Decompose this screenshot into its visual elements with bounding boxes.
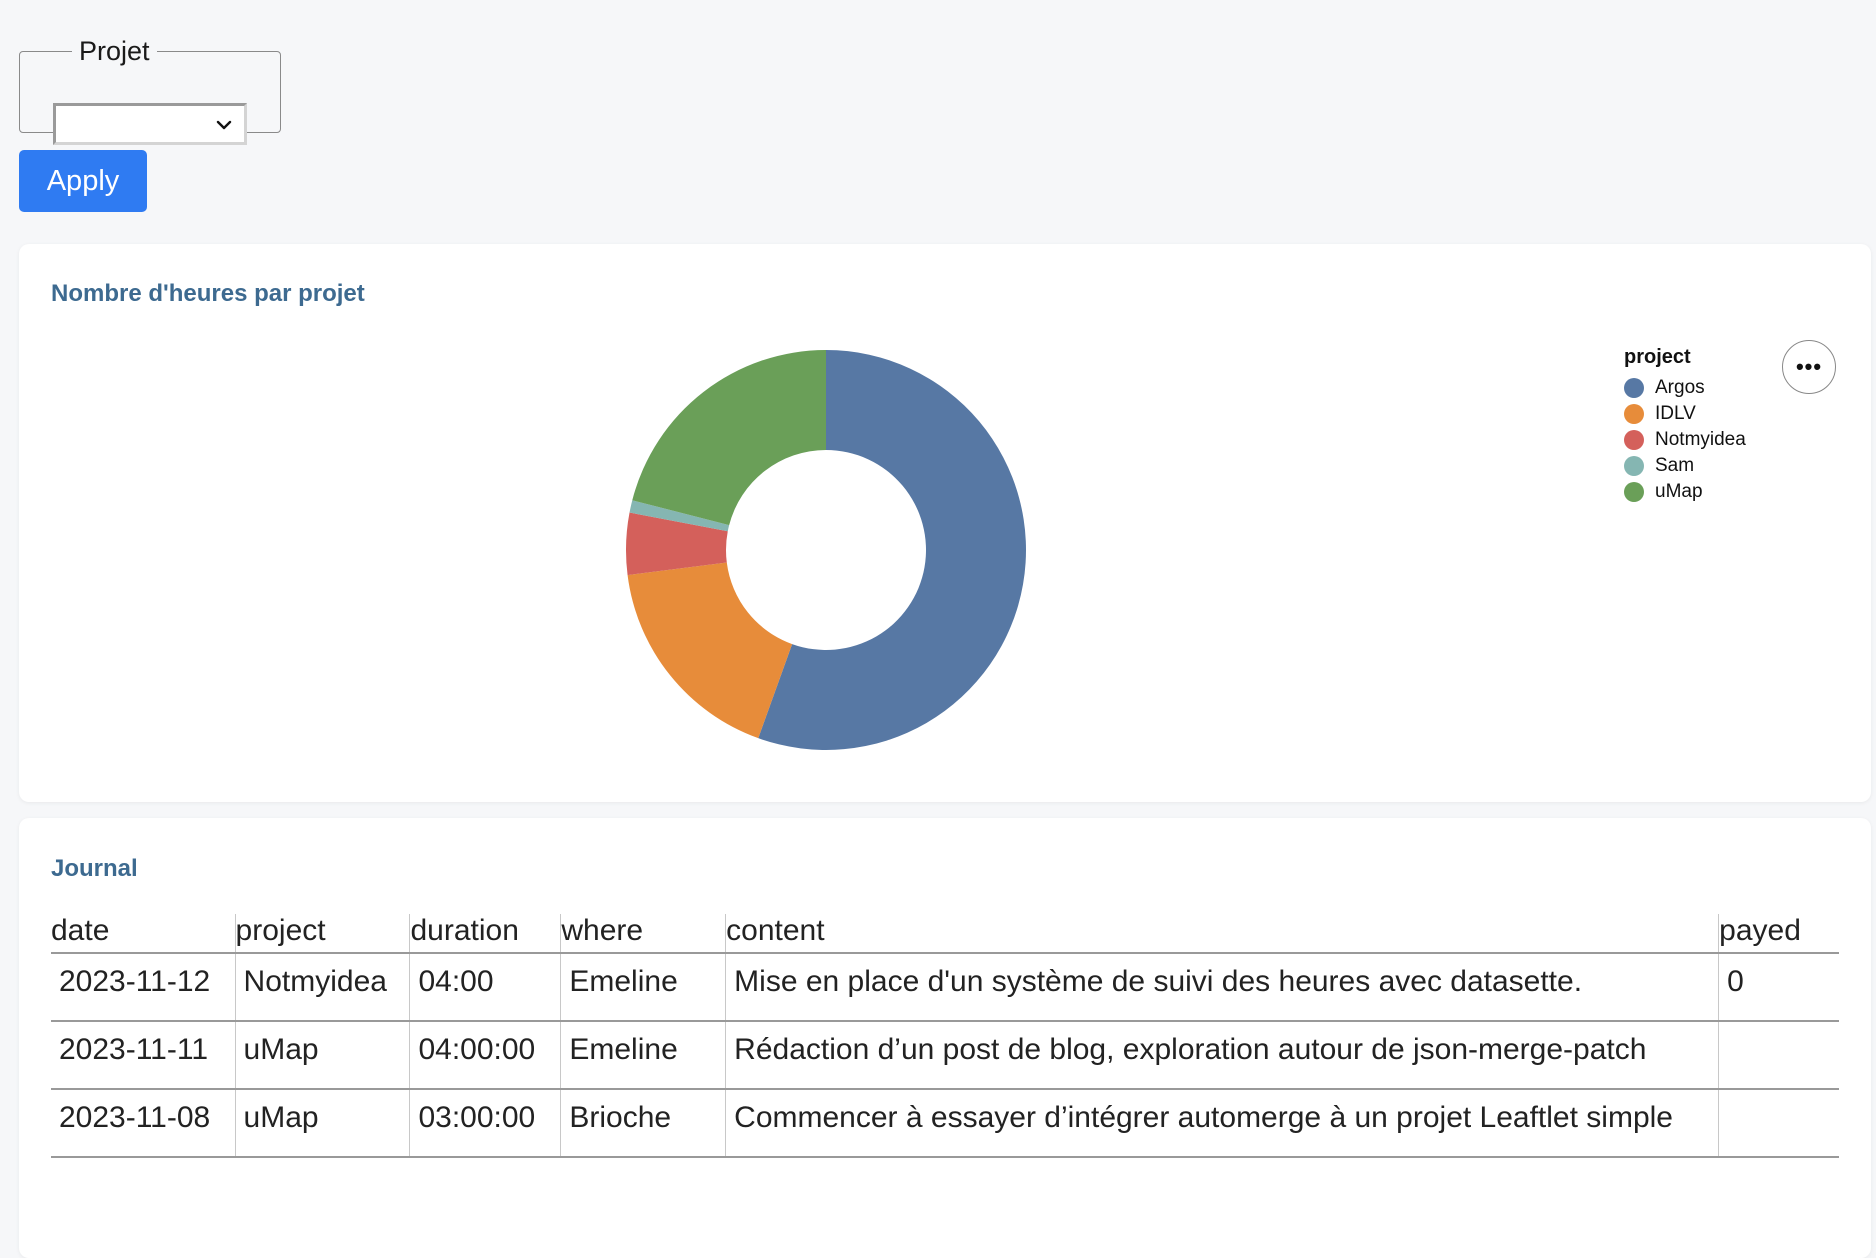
legend-label: Argos [1655, 377, 1705, 398]
cell-where: Brioche [560, 1089, 726, 1158]
donut-chart [626, 350, 1026, 750]
cell-payed [1718, 1021, 1839, 1090]
donut-slice-idlv[interactable] [627, 562, 793, 739]
chart-legend: project Argos IDLV Notmyidea Sam uMap [1624, 346, 1746, 505]
legend-item-umap[interactable]: uMap [1624, 479, 1746, 505]
table-row: 2023-11-08 uMap 03:00:00 Brioche Commenc… [51, 1089, 1839, 1158]
column-header-content[interactable]: content [725, 914, 1719, 954]
cell-date: 2023-11-12 [51, 953, 236, 1022]
journal-title: Journal [51, 855, 138, 882]
more-options-button[interactable]: ••• [1782, 340, 1836, 394]
hours-chart-card: Nombre d'heures par projet project Argos… [19, 244, 1871, 802]
legend-label: uMap [1655, 481, 1703, 502]
cell-content: Commencer à essayer d’intégrer automerge… [725, 1089, 1719, 1158]
cell-project: uMap [234, 1021, 410, 1090]
table-row: 2023-11-11 uMap 04:00:00 Emeline Rédacti… [51, 1021, 1839, 1090]
legend-item-idlv[interactable]: IDLV [1624, 401, 1746, 427]
cell-duration: 04:00:00 [409, 1021, 561, 1090]
legend-item-notmyidea[interactable]: Notmyidea [1624, 427, 1746, 453]
legend-title: project [1624, 346, 1691, 368]
cell-project: Notmyidea [234, 953, 410, 1022]
cell-where: Emeline [560, 1021, 726, 1090]
table-row: 2023-11-12 Notmyidea 04:00 Emeline Mise … [51, 953, 1839, 1022]
column-header-where[interactable]: where [560, 914, 726, 954]
cell-duration: 03:00:00 [409, 1089, 561, 1158]
cell-content: Rédaction d’un post de blog, exploration… [725, 1021, 1719, 1090]
cell-content: Mise en place d'un système de suivi des … [725, 953, 1719, 1022]
legend-swatch [1624, 404, 1644, 424]
donut-slice-sam[interactable] [629, 500, 730, 532]
legend-item-argos[interactable]: Argos [1624, 375, 1746, 401]
legend-swatch [1624, 456, 1644, 476]
legend-swatch [1624, 430, 1644, 450]
donut-slice-umap[interactable] [632, 350, 826, 526]
project-filter: Projet [19, 36, 281, 145]
table-header-row: date project duration where content paye… [51, 914, 1839, 954]
donut-slice-notmyidea[interactable] [626, 512, 728, 576]
journal-table: date project duration where content paye… [51, 914, 1839, 1158]
cell-project: uMap [234, 1089, 410, 1158]
cell-date: 2023-11-11 [51, 1021, 236, 1090]
legend-label: IDLV [1655, 403, 1696, 424]
cell-where: Emeline [560, 953, 726, 1022]
donut-slice-argos[interactable] [758, 350, 1026, 750]
column-header-duration[interactable]: duration [409, 914, 561, 954]
project-select[interactable] [53, 103, 247, 145]
legend-label: Notmyidea [1655, 429, 1746, 450]
column-header-payed[interactable]: payed [1718, 914, 1839, 954]
cell-date: 2023-11-08 [51, 1089, 236, 1158]
legend-swatch [1624, 378, 1644, 398]
chart-title: Nombre d'heures par projet [51, 280, 365, 307]
column-header-date[interactable]: date [51, 914, 236, 954]
cell-payed [1718, 1089, 1839, 1158]
cell-duration: 04:00 [409, 953, 561, 1022]
chevron-down-icon [216, 120, 232, 130]
legend-label: Sam [1655, 455, 1695, 476]
project-filter-label: Projet [79, 36, 150, 66]
column-header-project[interactable]: project [234, 914, 410, 954]
legend-swatch [1624, 482, 1644, 502]
legend-item-sam[interactable]: Sam [1624, 453, 1746, 479]
apply-button[interactable]: Apply [19, 150, 147, 212]
cell-payed: 0 [1718, 953, 1839, 1022]
journal-card: Journal date project duration where cont… [19, 818, 1871, 1258]
